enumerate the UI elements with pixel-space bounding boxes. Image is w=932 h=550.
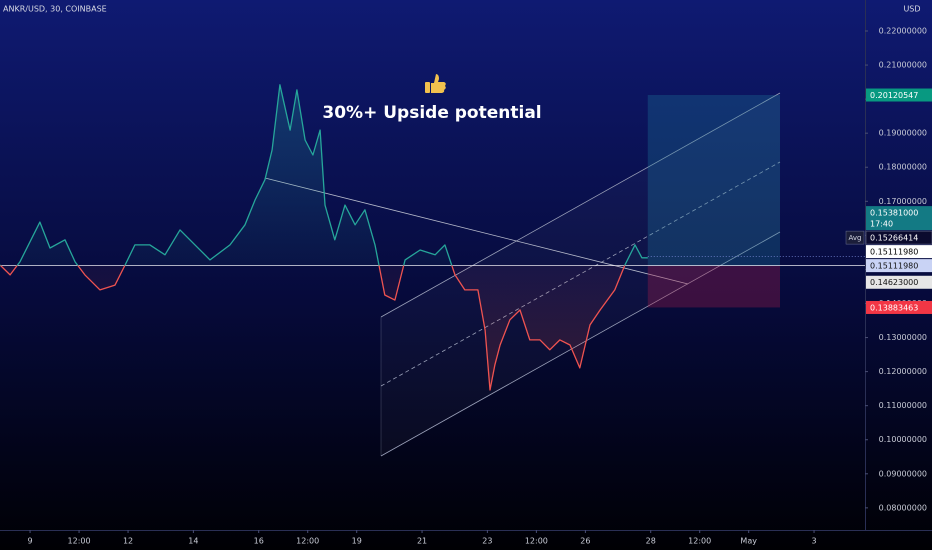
price-label: 0.14623000	[870, 278, 918, 287]
x-tick-label: 28	[646, 537, 656, 546]
x-tick-label: 12:00	[525, 537, 548, 546]
y-tick-label: 0.10000000	[879, 435, 927, 444]
x-tick-label: 19	[352, 537, 362, 546]
y-tick-label: 0.18000000	[879, 163, 927, 172]
x-tick-label: 12:00	[296, 537, 319, 546]
y-tick-label: 0.09000000	[879, 469, 927, 478]
channel-middle	[380, 161, 781, 387]
price-label-box	[866, 275, 932, 289]
loss-zone	[647, 265, 780, 308]
y-tick-label: 0.17000000	[879, 197, 927, 206]
x-tick-label: 14	[188, 537, 198, 546]
price-label-box	[866, 300, 932, 314]
x-tick-label: 23	[482, 537, 492, 546]
price-label: 0.15266414	[870, 233, 918, 242]
annotation: 30%+ Upside potential	[322, 103, 541, 123]
thumbs-up-icon	[425, 74, 446, 93]
tag: Avg	[849, 234, 862, 242]
price-label: 0.15111980	[870, 261, 918, 270]
x-tick-label: 26	[580, 537, 590, 546]
price-label: 0.20120547	[870, 91, 918, 100]
y-tick-label: 0.12000000	[879, 367, 927, 376]
y-tick-label: 0.08000000	[879, 503, 927, 512]
x-tick-label: 9	[28, 537, 33, 546]
price-label-box	[866, 88, 932, 102]
x-tick-label: 12:00	[68, 537, 91, 546]
price-label-box	[866, 206, 932, 231]
tag-box	[845, 230, 865, 245]
channel-upper	[380, 92, 781, 318]
profit-zone	[647, 95, 780, 266]
chart-title: ANKR/USD, 30, COINBASE	[3, 5, 107, 14]
x-tick-label: 3	[811, 537, 816, 546]
x-tick-label: May	[740, 537, 757, 546]
y-tick-label: 0.22000000	[879, 26, 927, 35]
y-tick-label: 0.21000000	[879, 61, 927, 70]
x-tick-label: 12:00	[688, 537, 711, 546]
price-label-box	[866, 245, 932, 259]
y-tick-label: 0.13000000	[879, 333, 927, 342]
currency: USD	[903, 5, 920, 14]
price-label: 0.15111980	[870, 247, 918, 256]
price-label-box	[865, 230, 932, 245]
x-tick-label: 21	[417, 537, 427, 546]
y-tick-label: 0.19000000	[879, 129, 927, 138]
area	[0, 84, 648, 391]
x-tick-label: 16	[254, 537, 264, 546]
price-label: 0.15381000	[870, 208, 918, 217]
price-label-box	[866, 259, 932, 273]
y-tick-label: 0.11000000	[879, 401, 927, 410]
countdown: 17:40	[870, 220, 893, 229]
price-line	[0, 84, 648, 391]
x-tick-label: 12	[123, 537, 133, 546]
price-label: 0.13883463	[870, 303, 918, 312]
